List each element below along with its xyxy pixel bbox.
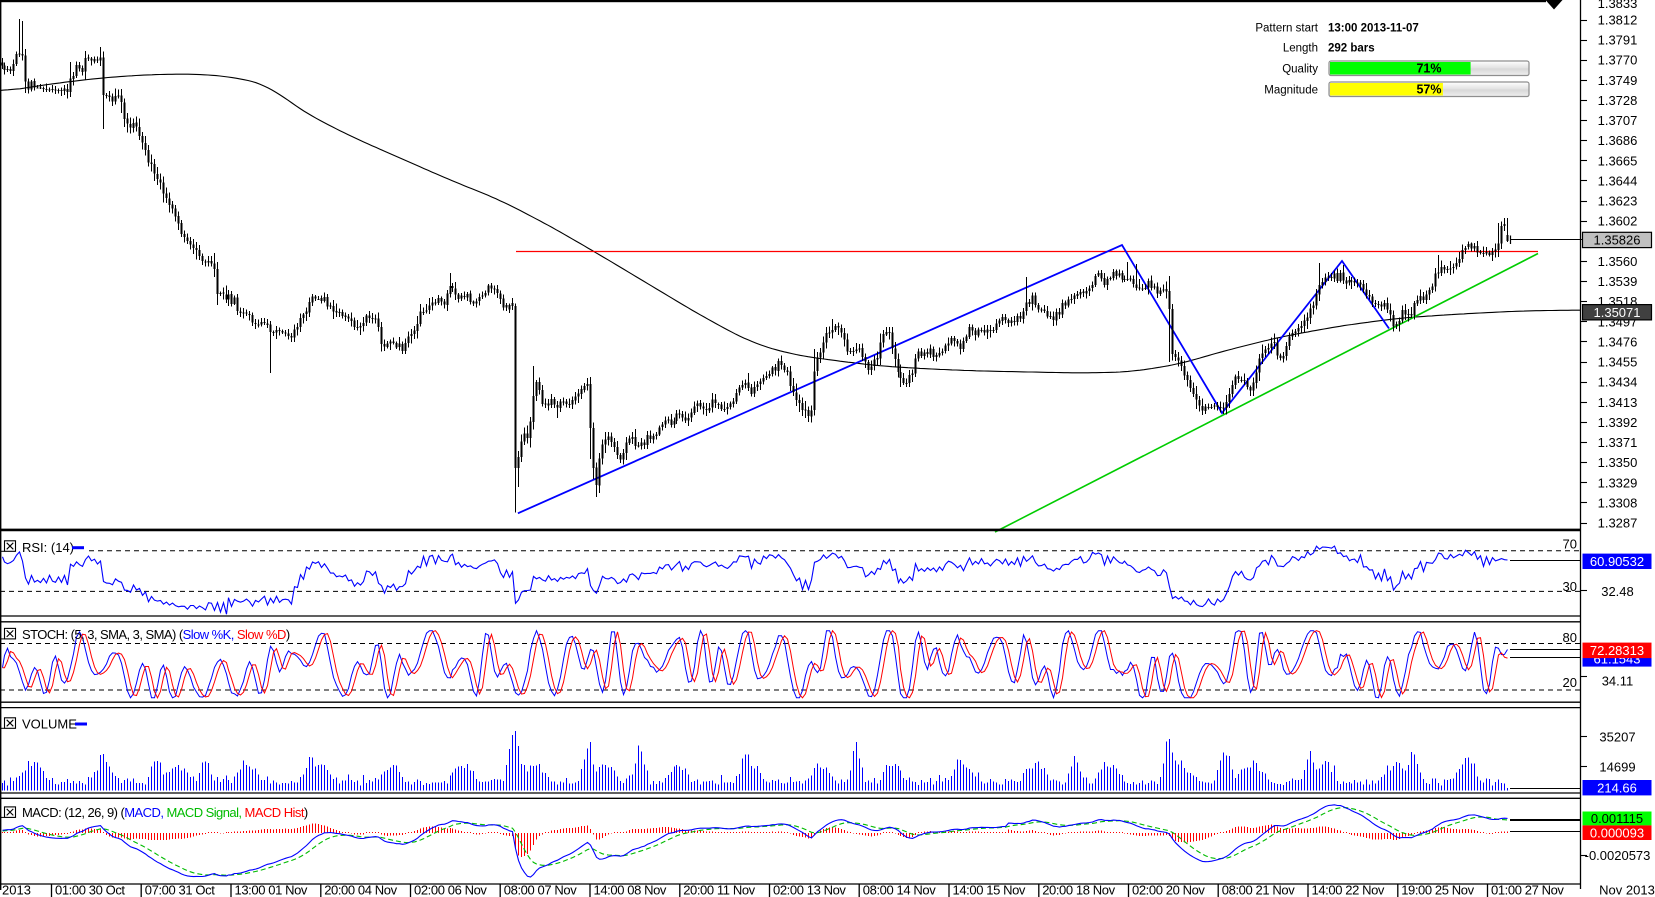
svg-text:1.3749: 1.3749 [1598,73,1638,88]
svg-text:08:00 21 Nov: 08:00 21 Nov [1222,883,1295,897]
svg-text:292 bars: 292 bars [1328,42,1375,54]
svg-text:70: 70 [1563,536,1577,551]
svg-text:1.3350: 1.3350 [1598,455,1638,470]
svg-text:1.3602: 1.3602 [1598,214,1638,229]
svg-text:14:00 08 Nov: 14:00 08 Nov [594,883,667,897]
svg-text:Quality: Quality [1282,63,1318,75]
svg-text:Pattern start: Pattern start [1255,22,1318,34]
svg-text:1.3728: 1.3728 [1598,93,1638,108]
svg-text:2013: 2013 [2,883,31,897]
svg-text:30: 30 [1563,579,1577,594]
svg-text:1.3308: 1.3308 [1598,495,1638,510]
svg-text:1.3413: 1.3413 [1598,395,1638,410]
svg-text:Length: Length [1283,42,1318,54]
svg-text:14699: 14699 [1599,760,1635,775]
svg-text:19:00 25 Nov: 19:00 25 Nov [1401,883,1474,897]
svg-text:0.000093: 0.000093 [1590,825,1644,840]
svg-text:RSI: (14): RSI: (14) [22,540,74,555]
svg-text:13:00 2013-11-07: 13:00 2013-11-07 [1328,22,1419,34]
svg-text:20:00 18 Nov: 20:00 18 Nov [1042,883,1115,897]
svg-text:01:00 30 Oct: 01:00 30 Oct [55,883,125,897]
svg-text:VOLUME: VOLUME [22,717,77,732]
svg-text:1.3560: 1.3560 [1598,254,1638,269]
svg-text:02:00 06 Nov: 02:00 06 Nov [414,883,487,897]
svg-text:Nov 2013: Nov 2013 [1599,883,1655,897]
svg-text:1.3686: 1.3686 [1598,133,1638,148]
svg-text:STOCH: (5, 3, SMA, 3, SMA) (Sl: STOCH: (5, 3, SMA, 3, SMA) (Slow %K, Slo… [22,627,290,642]
svg-text:1.3791: 1.3791 [1598,33,1638,48]
svg-text:1.3623: 1.3623 [1598,194,1638,209]
svg-text:1.3770: 1.3770 [1598,53,1638,68]
svg-text:1.3476: 1.3476 [1598,334,1638,349]
svg-text:1.3455: 1.3455 [1598,355,1638,370]
svg-text:60.90532: 60.90532 [1590,554,1644,569]
svg-text:1.3812: 1.3812 [1598,13,1638,28]
svg-text:1.35071: 1.35071 [1594,305,1641,320]
svg-text:02:00 20 Nov: 02:00 20 Nov [1132,883,1205,897]
svg-text:20:00 04 Nov: 20:00 04 Nov [324,883,397,897]
svg-text:1.3539: 1.3539 [1598,274,1638,289]
svg-text:08:00 14 Nov: 08:00 14 Nov [863,883,936,897]
svg-text:1.3371: 1.3371 [1598,435,1638,450]
svg-text:01:00 27 Nov: 01:00 27 Nov [1491,883,1564,897]
svg-text:214.66: 214.66 [1597,780,1637,795]
svg-text:35207: 35207 [1599,730,1635,745]
svg-text:MACD: (12, 26, 9) (MACD, MACD: MACD: (12, 26, 9) (MACD, MACD Signal, MA… [22,805,308,820]
svg-text:1.3707: 1.3707 [1598,113,1638,128]
svg-text:1.3833: 1.3833 [1598,0,1638,11]
svg-text:20: 20 [1563,675,1577,690]
svg-text:08:00 07 Nov: 08:00 07 Nov [504,883,577,897]
svg-text:72.28313: 72.28313 [1590,643,1644,658]
svg-text:Magnitude: Magnitude [1264,84,1318,96]
svg-text:32.48: 32.48 [1601,584,1634,599]
svg-text:07:00 31 Oct: 07:00 31 Oct [145,883,215,897]
svg-text:02:00 13 Nov: 02:00 13 Nov [773,883,846,897]
svg-text:80: 80 [1563,630,1577,645]
svg-text:1.3329: 1.3329 [1598,475,1638,490]
svg-text:1.3665: 1.3665 [1598,153,1638,168]
svg-text:1.35826: 1.35826 [1594,233,1641,248]
svg-text:14:00 22 Nov: 14:00 22 Nov [1312,883,1385,897]
svg-text:1.3287: 1.3287 [1598,516,1638,531]
svg-text:14:00 15 Nov: 14:00 15 Nov [953,883,1026,897]
svg-text:0.001115: 0.001115 [1591,811,1643,826]
svg-text:1.3392: 1.3392 [1598,415,1638,430]
svg-text:13:00 01 Nov: 13:00 01 Nov [235,883,308,897]
svg-text:57%: 57% [1416,83,1441,97]
svg-text:34.11: 34.11 [1602,674,1634,689]
svg-text:-0.0020573: -0.0020573 [1585,848,1651,863]
svg-text:1.3644: 1.3644 [1598,174,1638,189]
svg-text:20:00 11 Nov: 20:00 11 Nov [683,883,755,897]
svg-text:1.3434: 1.3434 [1598,375,1638,390]
svg-text:71%: 71% [1416,62,1441,76]
